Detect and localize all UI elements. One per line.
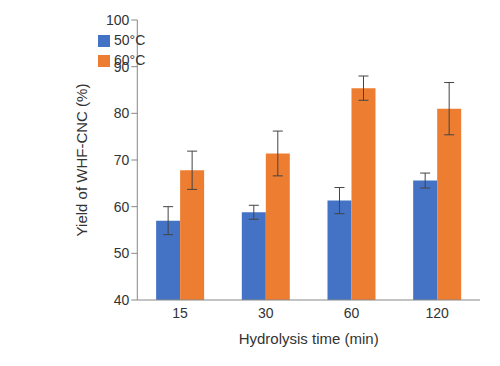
svg-text:120: 120: [425, 305, 449, 321]
svg-text:70: 70: [114, 152, 130, 168]
svg-text:60: 60: [114, 199, 130, 215]
svg-text:100: 100: [106, 12, 130, 28]
svg-text:30: 30: [258, 305, 274, 321]
svg-text:15: 15: [172, 305, 188, 321]
svg-text:40: 40: [114, 292, 130, 308]
svg-text:Hydrolysis time (min): Hydrolysis time (min): [239, 330, 379, 347]
svg-text:Yield of WHF-CNC (%): Yield of WHF-CNC (%): [73, 84, 90, 237]
svg-text:80: 80: [114, 105, 130, 121]
svg-text:50: 50: [114, 245, 130, 261]
svg-text:90: 90: [114, 59, 130, 75]
svg-text:60: 60: [344, 305, 360, 321]
